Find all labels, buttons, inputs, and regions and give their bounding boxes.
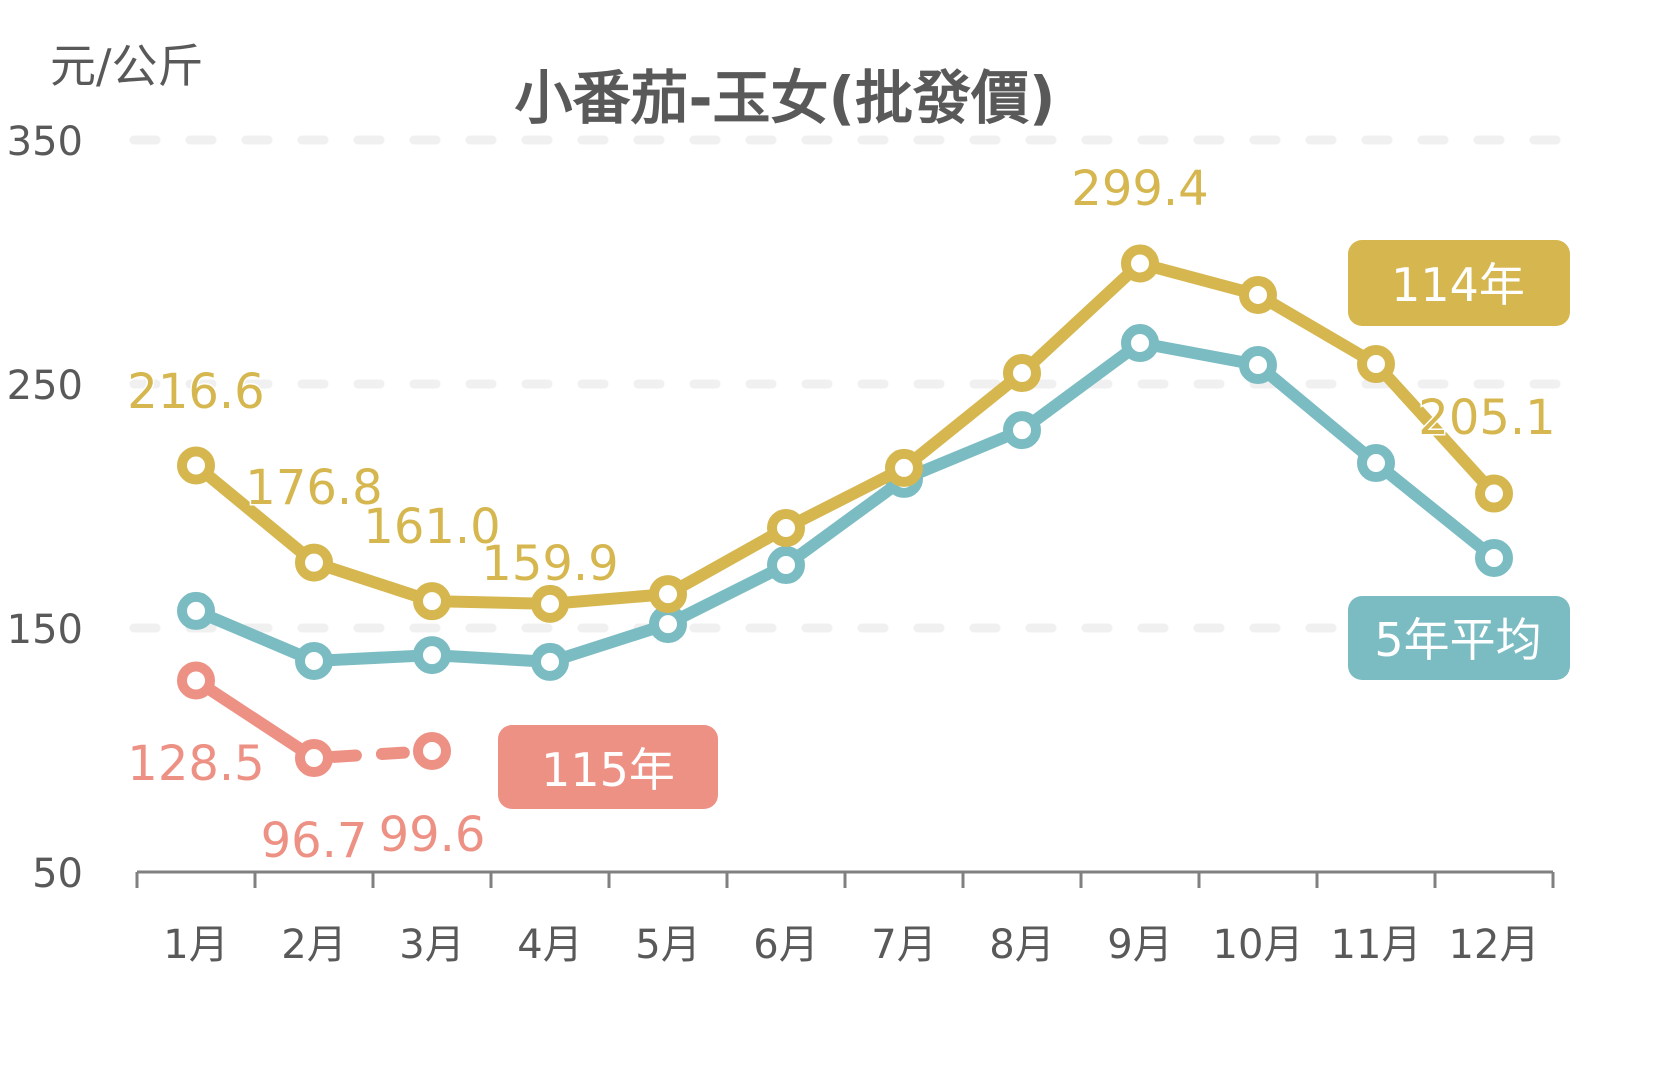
legend-5yr-average-badge	[1348, 596, 1570, 680]
x-tick-label: 2月	[281, 922, 346, 968]
data-label: 216.6	[127, 364, 264, 420]
y-tick-label: 350	[7, 119, 83, 165]
series-114年	[177, 244, 1513, 623]
data-point	[413, 636, 451, 675]
series-line-segment-dashed	[308, 744, 438, 765]
data-point	[1357, 344, 1395, 383]
y-tick-label: 150	[7, 607, 83, 653]
legend-115: 115年	[498, 725, 718, 809]
data-label: 176.8	[245, 460, 382, 516]
legend-114: 114年	[1348, 240, 1570, 326]
data-point	[1003, 354, 1041, 393]
data-point	[295, 739, 333, 778]
data-label: 99.6	[379, 807, 486, 863]
data-label: 159.9	[481, 536, 618, 592]
y-tick-label: 250	[7, 363, 83, 409]
data-point	[295, 641, 333, 680]
data-point	[1475, 474, 1513, 513]
legend-114-label: 114年	[1391, 258, 1525, 312]
data-point	[531, 642, 569, 681]
series-line-segment	[190, 674, 320, 765]
x-tick-label: 6月	[753, 922, 818, 968]
x-tick-label: 1月	[163, 922, 228, 968]
data-label: 161.0	[363, 499, 500, 555]
series-lines	[177, 244, 1513, 778]
data-point	[885, 448, 923, 487]
legend-114-badge	[1348, 240, 1570, 326]
data-point	[295, 543, 333, 582]
legend-5yr-average-label: 5年平均	[1374, 613, 1541, 667]
data-point	[649, 605, 687, 644]
x-tick-label: 9月	[1107, 922, 1172, 968]
x-tick-label: 8月	[989, 922, 1054, 968]
data-point	[413, 582, 451, 621]
series-115年	[177, 661, 451, 778]
x-tick-label: 11月	[1331, 922, 1422, 968]
data-label: 205.1	[1418, 390, 1555, 446]
x-tick-label: 10月	[1213, 922, 1304, 968]
x-tick-label: 4月	[517, 922, 582, 968]
series-5年平均	[177, 324, 1513, 681]
x-tick-label: 7月	[871, 922, 936, 968]
y-axis-unit-label: 元/公斤	[50, 39, 204, 93]
data-label: 96.7	[261, 813, 368, 869]
legend-5yr-average: 5年平均	[1348, 596, 1570, 680]
data-point	[1121, 324, 1159, 363]
data-point	[1357, 444, 1395, 483]
legend-115-badge	[498, 725, 718, 809]
chart-title: 小番茄-玉女(批發價)	[514, 64, 1055, 132]
data-point	[649, 575, 687, 614]
data-point	[177, 446, 215, 485]
data-point	[1239, 275, 1277, 314]
data-point	[413, 731, 451, 770]
x-tick-label: 5月	[635, 922, 700, 968]
data-point	[531, 584, 569, 623]
data-point	[177, 591, 215, 630]
x-tick-label: 12月	[1449, 922, 1540, 968]
data-point	[177, 661, 215, 700]
data-point	[1121, 244, 1159, 283]
data-point	[1003, 411, 1041, 450]
data-label: 128.5	[127, 736, 264, 792]
data-label: 299.4	[1071, 161, 1208, 217]
series-line	[192, 257, 1499, 610]
series-line	[193, 337, 1498, 668]
x-axis: 1月 2月 3月 4月 5月 6月 7月 8月 9月 10月 11月 12月	[135, 870, 1555, 968]
x-tick-label: 3月	[399, 922, 464, 968]
data-point	[767, 508, 805, 547]
data-point	[767, 546, 805, 585]
legend-115-label: 115年	[541, 743, 675, 797]
gridlines: 350 250 150 50	[7, 119, 1561, 897]
data-point	[1475, 538, 1513, 577]
data-point	[1239, 345, 1277, 384]
y-tick-label: 50	[32, 851, 83, 897]
